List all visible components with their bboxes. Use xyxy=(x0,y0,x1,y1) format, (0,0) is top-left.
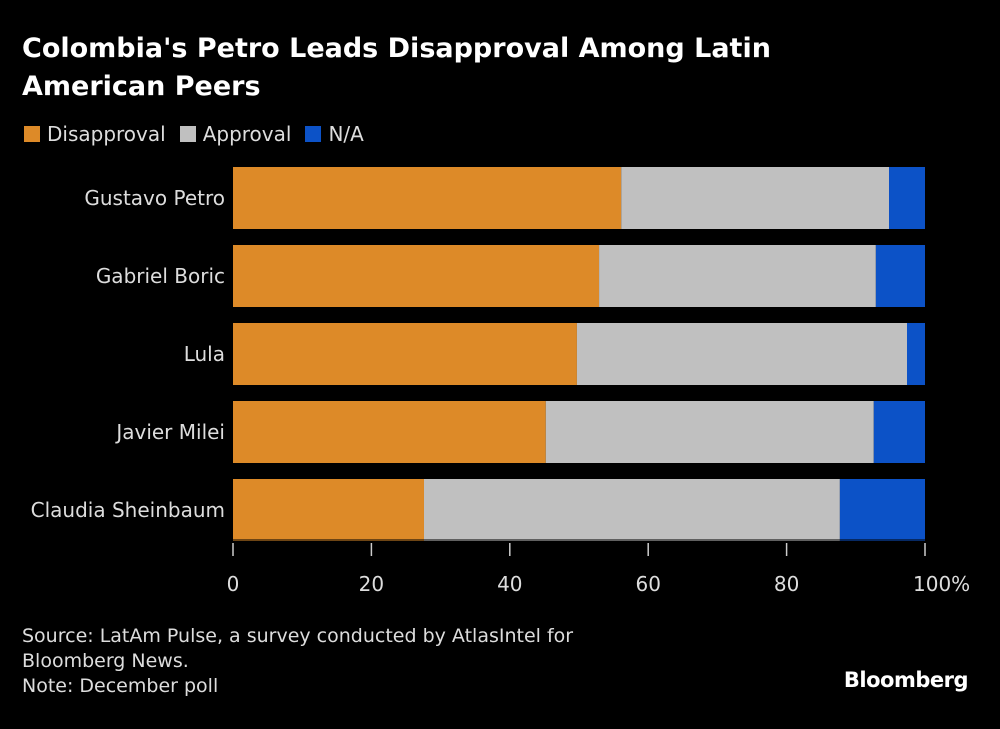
note-text: Note: December poll xyxy=(22,675,219,697)
bar-na xyxy=(875,245,925,307)
legend-swatch xyxy=(24,126,40,142)
x-tick-label: 100% xyxy=(913,572,970,596)
bar-na xyxy=(889,167,925,229)
source-text-2: Bloomberg News. xyxy=(22,650,189,672)
legend: Disapproval Approval N/A xyxy=(24,122,364,146)
bar-disapproval xyxy=(233,479,424,541)
category-label: Gabriel Boric xyxy=(96,264,225,288)
bloomberg-logo: Bloomberg xyxy=(843,668,969,692)
x-tick-label: 40 xyxy=(497,572,522,596)
x-tick-label: 80 xyxy=(774,572,799,596)
category-label: Claudia Sheinbaum xyxy=(31,498,225,522)
bar-approval xyxy=(576,323,908,385)
legend-item: Disapproval xyxy=(24,122,166,146)
source-text: Source: LatAm Pulse, a survey conducted … xyxy=(22,625,574,647)
legend-item: N/A xyxy=(305,122,364,146)
category-label: Javier Milei xyxy=(114,420,225,444)
x-tick-label: 20 xyxy=(359,572,384,596)
bar-approval xyxy=(621,167,890,229)
legend-label: N/A xyxy=(328,122,364,146)
bar-disapproval xyxy=(233,245,600,307)
chart-title: Colombia's Petro Leads Disapproval Among… xyxy=(22,33,771,102)
bar-approval xyxy=(599,245,876,307)
legend-label: Approval xyxy=(202,122,292,146)
legend-swatch xyxy=(305,126,322,142)
bar-na xyxy=(873,401,925,463)
bar-approval xyxy=(545,401,874,463)
legend-item: Approval xyxy=(179,122,292,146)
bar-approval xyxy=(423,479,840,541)
bar-disapproval xyxy=(233,323,577,385)
bar-na xyxy=(839,479,925,541)
bar-disapproval xyxy=(233,167,622,229)
x-tick-label: 0 xyxy=(227,572,240,596)
source-notes: Source: LatAm Pulse, a survey conducted … xyxy=(22,624,573,699)
bar-chart: Gustavo Petro Gabriel Boric Lula Javier Mil… xyxy=(31,167,970,596)
x-tick-label: 60 xyxy=(635,572,660,596)
category-label: Gustavo Petro xyxy=(84,186,225,210)
legend-swatch xyxy=(179,126,196,142)
bar-na xyxy=(907,323,925,385)
bar-disapproval xyxy=(233,401,546,463)
legend-label: Disapproval xyxy=(47,122,166,146)
category-label: Lula xyxy=(184,342,225,366)
